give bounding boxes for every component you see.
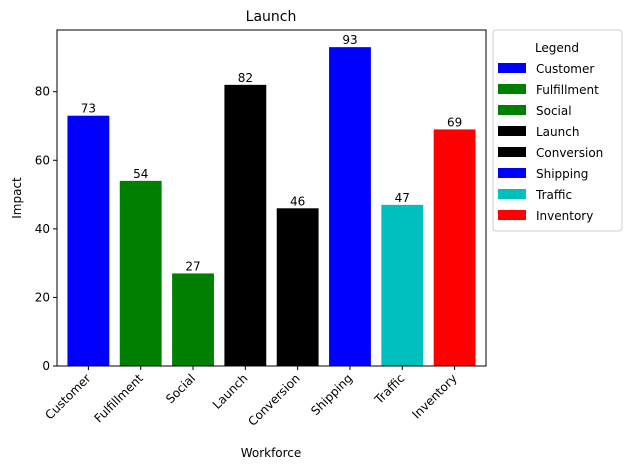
bar-customer [67, 115, 110, 367]
legend-label: Inventory [536, 209, 593, 223]
y-tick-label: 20 [35, 290, 50, 304]
legend-title: Legend [535, 41, 579, 55]
bar-value-label: 82 [238, 71, 253, 85]
plot-frame [56, 29, 487, 367]
bar-traffic [381, 204, 424, 366]
y-tick-label: 60 [35, 153, 50, 167]
legend-swatch [498, 168, 526, 178]
legend-label: Conversion [536, 146, 603, 160]
bar-conversion [276, 208, 319, 366]
legend: Legend Customer Fulfillment Social Launch Co… [492, 29, 623, 232]
chart-title: Launch [246, 9, 297, 25]
legend-label: Shipping [536, 167, 588, 181]
bar-shipping [329, 47, 371, 366]
bar-labels-group: 73 54 27 82 46 93 47 69 [81, 33, 463, 273]
y-axis-label: Impact [10, 177, 24, 219]
legend-frame [492, 29, 623, 232]
y-tick-label: 40 [35, 222, 50, 236]
bar-value-label: 93 [342, 33, 357, 47]
y-tick-label: 0 [42, 359, 50, 373]
bar-value-label: 54 [133, 167, 148, 181]
bar-value-label: 73 [81, 102, 96, 116]
legend-swatch [498, 63, 526, 73]
legend-swatch [498, 147, 526, 157]
bar-fulfillment [119, 180, 162, 366]
bar-inventory [433, 129, 476, 366]
bar-value-label: 46 [290, 194, 305, 208]
legend-swatch [498, 126, 526, 136]
legend-label: Launch [536, 125, 579, 139]
bar-social [172, 273, 214, 366]
legend-label: Social [536, 104, 572, 118]
legend-swatch [498, 189, 526, 199]
bar-value-label: 27 [185, 259, 200, 273]
legend-label: Fulfillment [536, 83, 599, 97]
legend-swatch [498, 105, 526, 115]
legend-label: Traffic [535, 188, 572, 202]
x-axis-label: Workforce [241, 446, 302, 460]
plot-area: 73 54 27 82 46 93 47 69 [56, 29, 487, 367]
legend-swatch [498, 84, 526, 94]
bar-launch [224, 84, 267, 367]
bar-value-label: 69 [447, 115, 462, 129]
bar-value-label: 47 [395, 191, 410, 205]
legend-label: Customer [536, 62, 594, 76]
bars-group [67, 47, 476, 367]
y-axis: 0 20 40 60 80 [35, 85, 57, 373]
legend-items: Customer Fulfillment Social Launch Conversio… [498, 62, 603, 223]
y-tick-label: 80 [35, 85, 50, 99]
legend-swatch [498, 210, 526, 220]
